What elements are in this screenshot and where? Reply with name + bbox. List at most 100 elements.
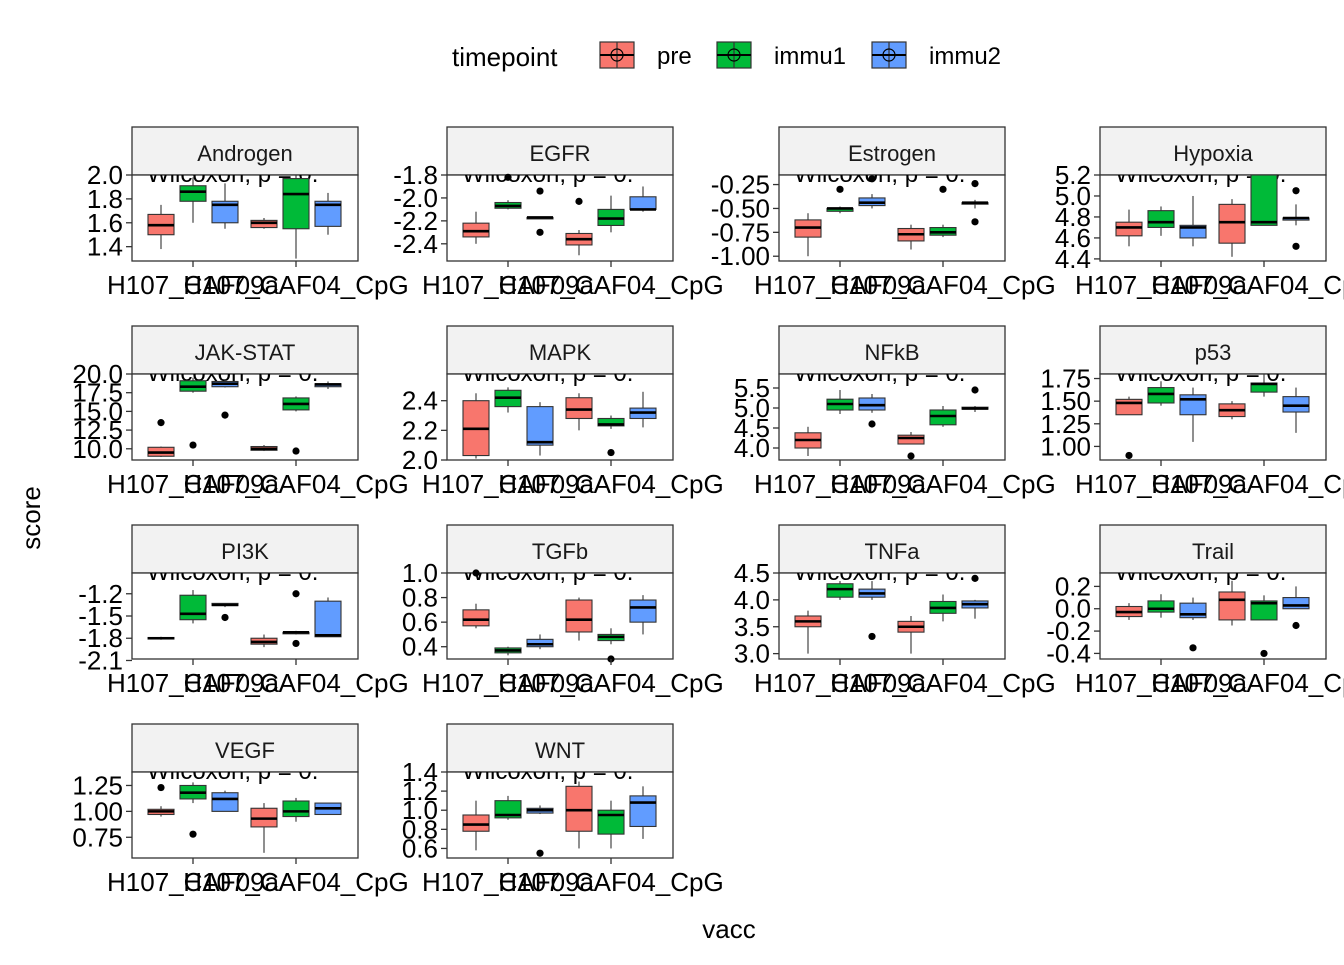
box-immu1 xyxy=(494,800,522,819)
facet-title: WNT xyxy=(535,738,585,763)
panel-frame xyxy=(778,174,1006,262)
x-tick-label: H107_CAF09a xyxy=(422,469,595,499)
y-tick-label: 1.4 xyxy=(87,232,123,262)
facet-title: Estrogen xyxy=(848,141,936,166)
x-axis-label: vacc xyxy=(702,914,755,944)
facet-panel: TNFa 3.03.54.04.5 Wilcoxon, p = 0. H107_CAF… xyxy=(734,524,1056,698)
box-immu1 xyxy=(1147,387,1175,404)
y-tick-label: 0.8 xyxy=(402,583,438,613)
y-tick-label: 1.0 xyxy=(402,558,438,588)
x-tick-label: H107_CAF09a xyxy=(754,270,927,300)
facet-strip xyxy=(778,325,1006,375)
outlier-point xyxy=(971,218,979,226)
x-tick-label: H107_CAF04_CpG xyxy=(1151,668,1344,698)
x-tick-label: H107_CAF04_CpG xyxy=(183,668,408,698)
stat-annotation-group: Wilcoxon, p = 0. xyxy=(462,758,633,785)
box-immu1 xyxy=(1250,600,1278,621)
outlier-point xyxy=(607,448,615,457)
outlier-point xyxy=(1260,649,1268,658)
box-immu2 xyxy=(1179,394,1207,416)
stat-annotation: Wilcoxon, p = 0. xyxy=(147,161,318,188)
facet-panel: Estrogen -1.00-0.75-0.50-0.25 Wilcoxon, p … xyxy=(711,126,1056,300)
y-tick-label: 1.0 xyxy=(402,795,438,825)
outlier-point xyxy=(868,420,876,428)
y-tick-label: 5.5 xyxy=(734,373,770,403)
box-immu1 xyxy=(929,409,957,426)
y-tick-label: 3.5 xyxy=(734,612,770,642)
stat-annotation: Wilcoxon, p = 0. xyxy=(462,758,633,785)
y-tick-label: 12.5 xyxy=(72,415,123,445)
outlier-point xyxy=(221,613,229,622)
y-tick-label: 15.0 xyxy=(72,396,123,426)
outlier-point xyxy=(1292,621,1300,630)
x-tick-label: H107_CAF09a xyxy=(107,668,280,698)
box-immu1 xyxy=(179,594,207,621)
stat-annotation: Wilcoxon, p = 0. xyxy=(794,360,965,387)
stat-annotation-group: Wilcoxon, p = 0. xyxy=(1115,573,1286,586)
outlier-point xyxy=(907,452,915,460)
panel-frame xyxy=(1099,373,1327,461)
outlier-point xyxy=(189,441,197,449)
y-tick-label: 1.8 xyxy=(87,184,123,214)
y-tick-label: -2.0 xyxy=(393,183,438,213)
stat-annotation-group: Wilcoxon, p = 0. xyxy=(147,573,318,586)
facet-strip xyxy=(1099,325,1327,375)
legend-title: timepoint xyxy=(452,42,558,72)
y-tick-label: 17.5 xyxy=(72,378,123,408)
facet-title: PI3K xyxy=(221,539,269,564)
y-tick-label: 1.75 xyxy=(1040,364,1091,394)
y-tick-label: 20.0 xyxy=(72,359,123,389)
facet-strip xyxy=(131,325,359,375)
x-tick-label: H107_CAF09a xyxy=(1075,668,1248,698)
legend-label-pre: pre xyxy=(657,43,692,70)
y-tick-label: -0.4 xyxy=(1046,638,1091,668)
facet-title: VEGF xyxy=(215,738,275,763)
facet-title: Androgen xyxy=(197,141,292,166)
x-tick-label: H107_CAF09a xyxy=(107,469,280,499)
outlier-point xyxy=(536,849,544,857)
y-tick-label: 4.4 xyxy=(1055,244,1091,274)
y-tick-label: 1.25 xyxy=(1040,409,1091,439)
x-tick-label: H107_CAF09a xyxy=(754,668,927,698)
box-immu1 xyxy=(1250,174,1278,226)
facet-panel: p53 1.001.251.501.75 Wilcoxon, p = 0. H107_… xyxy=(1040,325,1344,499)
legend-key-point xyxy=(882,48,896,62)
y-tick-label: -0.50 xyxy=(711,193,770,223)
x-tick-label: H107_CAF04_CpG xyxy=(498,668,723,698)
box-pre xyxy=(565,397,593,420)
facet-title: Trail xyxy=(1192,539,1234,564)
box-immu2 xyxy=(629,795,657,828)
facet-title: TGFb xyxy=(532,539,588,564)
facet-title: JAK-STAT xyxy=(195,340,296,365)
outlier-point xyxy=(472,569,480,577)
facet-title: MAPK xyxy=(529,340,592,365)
box-immu1 xyxy=(282,800,310,818)
y-tick-label: 2.2 xyxy=(402,415,438,445)
x-tick-label: H107_CAF09a xyxy=(422,668,595,698)
facet-panel: NFkB 4.04.55.05.5 Wilcoxon, p = 0. H107_CAF… xyxy=(734,325,1056,499)
y-tick-label: 0.6 xyxy=(402,833,438,863)
y-tick-label: 0.4 xyxy=(402,632,438,662)
x-tick-label: H107_CAF04_CpG xyxy=(183,270,408,300)
y-tick-label: -1.5 xyxy=(78,601,123,631)
facet-panel: EGFR-2.4-2.2-2.0-1.8Wilcoxon, p = 0.H107… xyxy=(393,126,724,300)
y-tick-label: 1.2 xyxy=(402,776,438,806)
stat-annotation-group: Wilcoxon, p = 0. xyxy=(462,374,633,387)
x-tick-label: H107_CAF09a xyxy=(754,469,927,499)
legend-key-point xyxy=(610,48,624,62)
facet-panel: TGFb 0.40.60.81.0 Wilcoxon, p = 0. H107_CAF… xyxy=(402,524,724,698)
facet-panel: Trail -0.4-0.20.00.2 Wilcoxon, p = 0. H107_… xyxy=(1046,524,1344,698)
y-tick-label: 4.0 xyxy=(734,433,770,463)
legend-key-point xyxy=(727,48,741,62)
x-tick-label: H107_CAF04_CpG xyxy=(498,469,723,499)
outlier-point xyxy=(971,386,979,394)
outlier-point xyxy=(1125,451,1133,460)
box-immu2 xyxy=(314,600,342,638)
facet-title: TNFa xyxy=(865,539,921,564)
x-tick-label: H107_CAF04_CpG xyxy=(830,270,1055,300)
y-tick-label: 0.6 xyxy=(402,607,438,637)
